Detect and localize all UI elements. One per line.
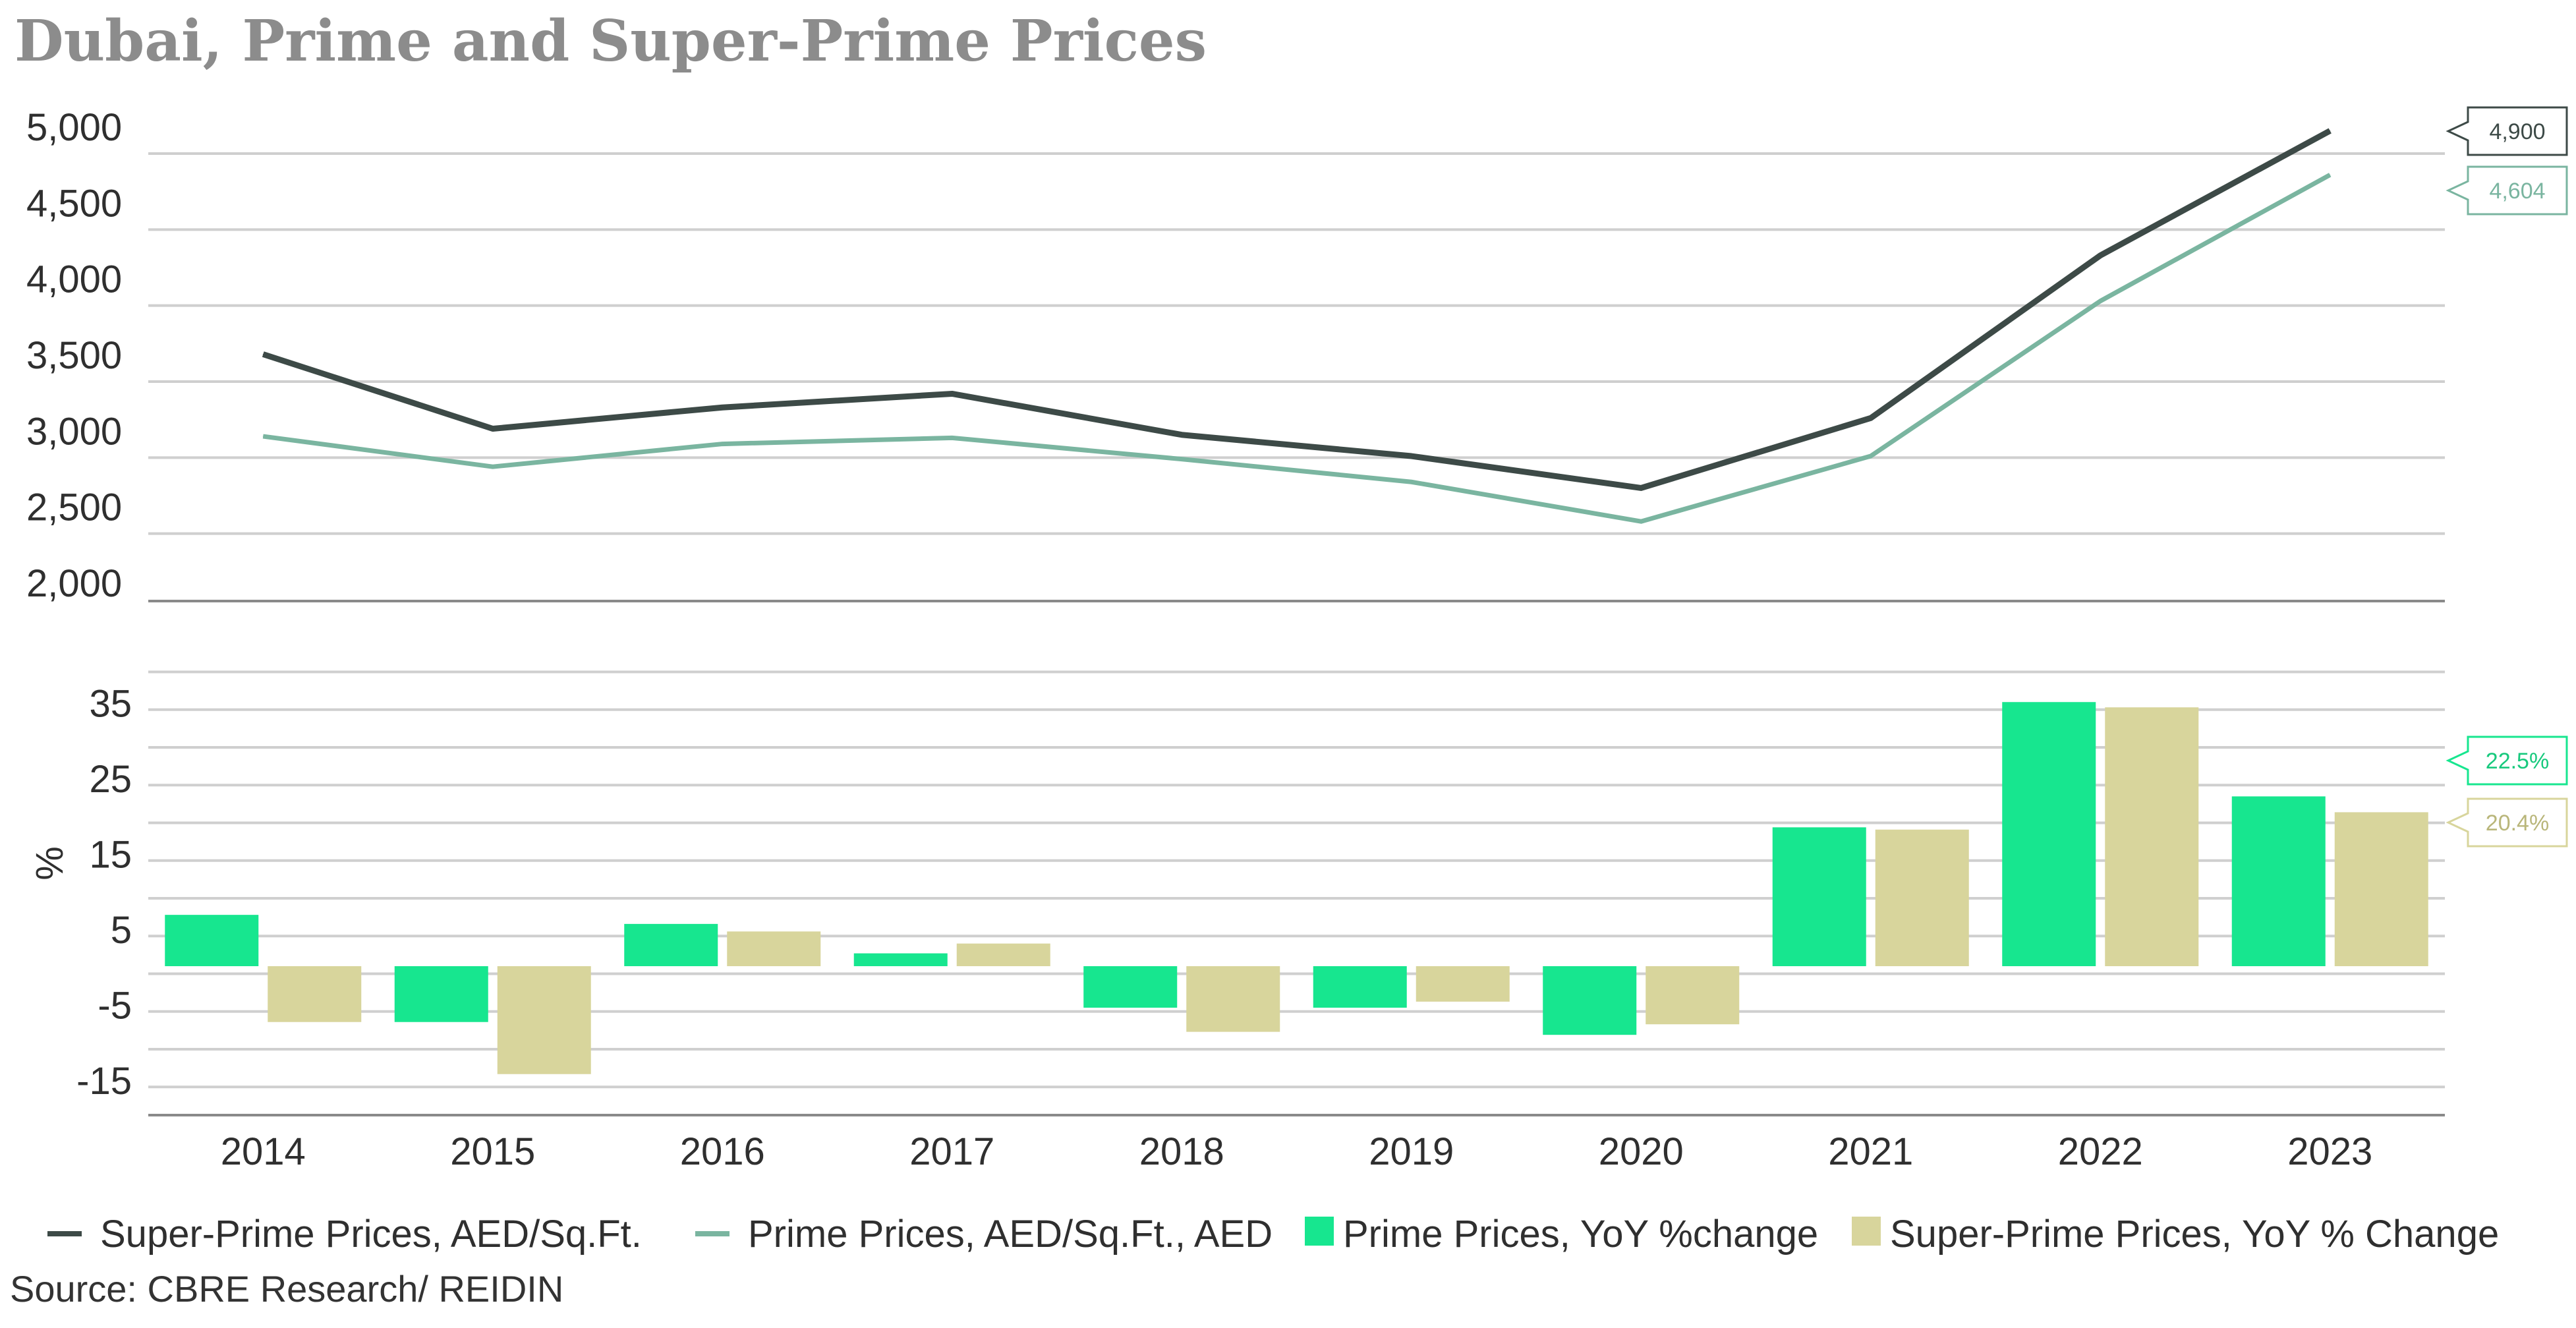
- bar-prime: [624, 923, 718, 966]
- bar-y-tick-label: 35: [89, 682, 132, 725]
- line-end-label-box: [2446, 106, 2568, 156]
- bar-y-tick-label: 15: [89, 833, 132, 876]
- line-point: [722, 407, 723, 408]
- bar-super-prime: [1875, 829, 1969, 966]
- legend-label: Prime Prices, AED/Sq.Ft., AED: [748, 1213, 1273, 1256]
- bar-y-axis-label: %: [28, 846, 71, 881]
- bar-super-prime: [268, 966, 362, 1022]
- legend-swatch: [1852, 1217, 1881, 1246]
- line-point: [2100, 255, 2101, 256]
- line-end-label: 4,604: [2489, 179, 2545, 204]
- bar-y-tick-label: -15: [76, 1060, 132, 1103]
- x-tick-label: 2017: [909, 1130, 994, 1173]
- x-tick-label: 2015: [450, 1130, 535, 1173]
- bar-end-label-box: [2446, 736, 2568, 786]
- bar-super-prime: [1416, 966, 1510, 1002]
- bar-super-prime: [2334, 812, 2428, 966]
- bar-prime: [1543, 966, 1637, 1035]
- bar-super-prime: [956, 943, 1050, 966]
- line-end-label-box: [2446, 165, 2568, 216]
- bar-super-prime: [497, 966, 591, 1074]
- line-series-super-prime: [262, 128, 2332, 491]
- line-point: [1640, 521, 1642, 522]
- x-tick-label: 2016: [680, 1130, 765, 1173]
- bar-end-label-box: [2446, 797, 2568, 848]
- bar-prime: [2231, 796, 2326, 966]
- bar-y-tick-label: 25: [89, 758, 132, 801]
- line-y-tick-label: 4,000: [26, 258, 122, 301]
- source-note: Source: CBRE Research/ REIDIN: [10, 1268, 563, 1310]
- bar-prime: [853, 953, 948, 966]
- x-tick-label: 2014: [221, 1130, 306, 1173]
- bar-super-prime: [2105, 707, 2199, 966]
- bar-prime: [165, 915, 259, 966]
- line-y-tick-label: 3,500: [26, 334, 122, 377]
- bar-prime: [394, 966, 488, 1022]
- x-tick-label: 2018: [1139, 1130, 1224, 1173]
- line-y-tick-label: 2,000: [26, 562, 122, 605]
- line-y-tick-label: 2,500: [26, 486, 122, 529]
- bar-super-prime: [1186, 966, 1280, 1032]
- x-tick-label: 2022: [2058, 1130, 2143, 1173]
- line-series-prime: [262, 173, 2332, 524]
- line-end-label: 4,900: [2489, 119, 2545, 144]
- line-panel: 5,000 4,500 4,000 3,500 3,000 2,500 2,000 4,900…: [26, 106, 2568, 605]
- x-tick-label: 2019: [1369, 1130, 1454, 1173]
- bar-prime: [1772, 827, 1866, 966]
- bar-panel: 35 25 15 5 -5 -15% 22.5% 20.4%: [28, 670, 2568, 1116]
- legend-swatch: [1305, 1217, 1334, 1246]
- line-y-tick-label: 5,000: [26, 106, 122, 149]
- bar-y-tick-label: -5: [98, 984, 132, 1027]
- bar-y-tick-label: 5: [111, 909, 132, 952]
- bar-end-label: 22.5%: [2486, 749, 2549, 774]
- bar-prime: [1083, 966, 1178, 1008]
- x-axis: 2014 2015 2016 2017 2018 2019 2020 2021 2022 2023: [221, 1130, 2373, 1173]
- legend-label: Prime Prices, YoY %change: [1343, 1213, 1818, 1256]
- line-point: [1870, 417, 1872, 419]
- line-point: [492, 428, 494, 430]
- bar-prime: [2002, 702, 2096, 966]
- line-point: [1870, 455, 1872, 457]
- x-tick-label: 2023: [2287, 1130, 2372, 1173]
- line-point: [262, 353, 264, 355]
- bar-super-prime: [1646, 966, 1740, 1025]
- x-tick-label: 2020: [1599, 1130, 1684, 1173]
- legend: Super-Prime Prices, AED/Sq.Ft. Prime Pric…: [47, 1213, 2499, 1256]
- chart-title: Dubai, Prime and Super-Prime Prices: [14, 8, 1207, 74]
- line-point: [262, 436, 264, 437]
- legend-label: Super-Prime Prices, AED/Sq.Ft.: [100, 1213, 642, 1256]
- legend-label: Super-Prime Prices, YoY % Change: [1890, 1213, 2499, 1256]
- line-point: [1411, 455, 1412, 457]
- bar-prime: [1313, 966, 1407, 1008]
- line-y-tick-label: 3,000: [26, 410, 122, 453]
- bar-super-prime: [727, 931, 821, 966]
- bar-end-label: 20.4%: [2486, 811, 2549, 836]
- line-y-tick-label: 4,500: [26, 182, 122, 225]
- x-tick-label: 2021: [1828, 1130, 1913, 1173]
